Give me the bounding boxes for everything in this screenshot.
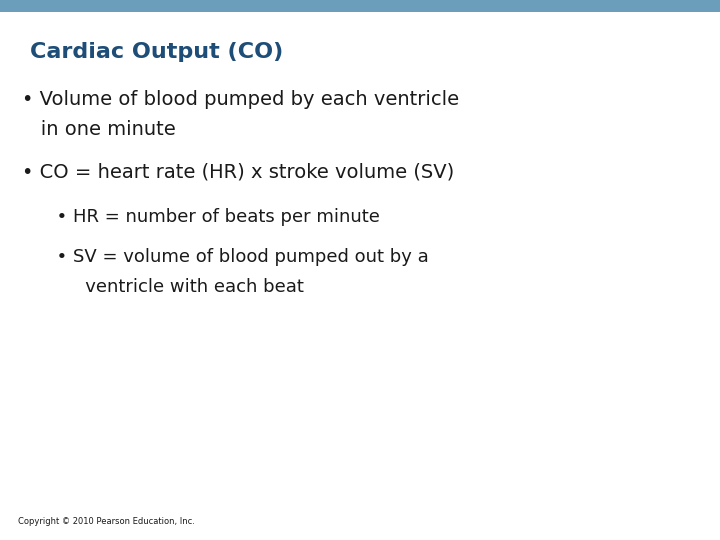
- Text: Copyright © 2010 Pearson Education, Inc.: Copyright © 2010 Pearson Education, Inc.: [18, 517, 195, 526]
- Text: • HR = number of beats per minute: • HR = number of beats per minute: [22, 208, 380, 226]
- Text: • Volume of blood pumped by each ventricle: • Volume of blood pumped by each ventric…: [22, 90, 459, 109]
- Text: in one minute: in one minute: [22, 120, 176, 139]
- Text: ventricle with each beat: ventricle with each beat: [22, 278, 304, 296]
- Bar: [0, 0, 720, 12]
- Text: • SV = volume of blood pumped out by a: • SV = volume of blood pumped out by a: [22, 248, 428, 266]
- Text: Cardiac Output (CO): Cardiac Output (CO): [30, 42, 283, 62]
- Text: • CO = heart rate (HR) x stroke volume (SV): • CO = heart rate (HR) x stroke volume (…: [22, 162, 454, 181]
